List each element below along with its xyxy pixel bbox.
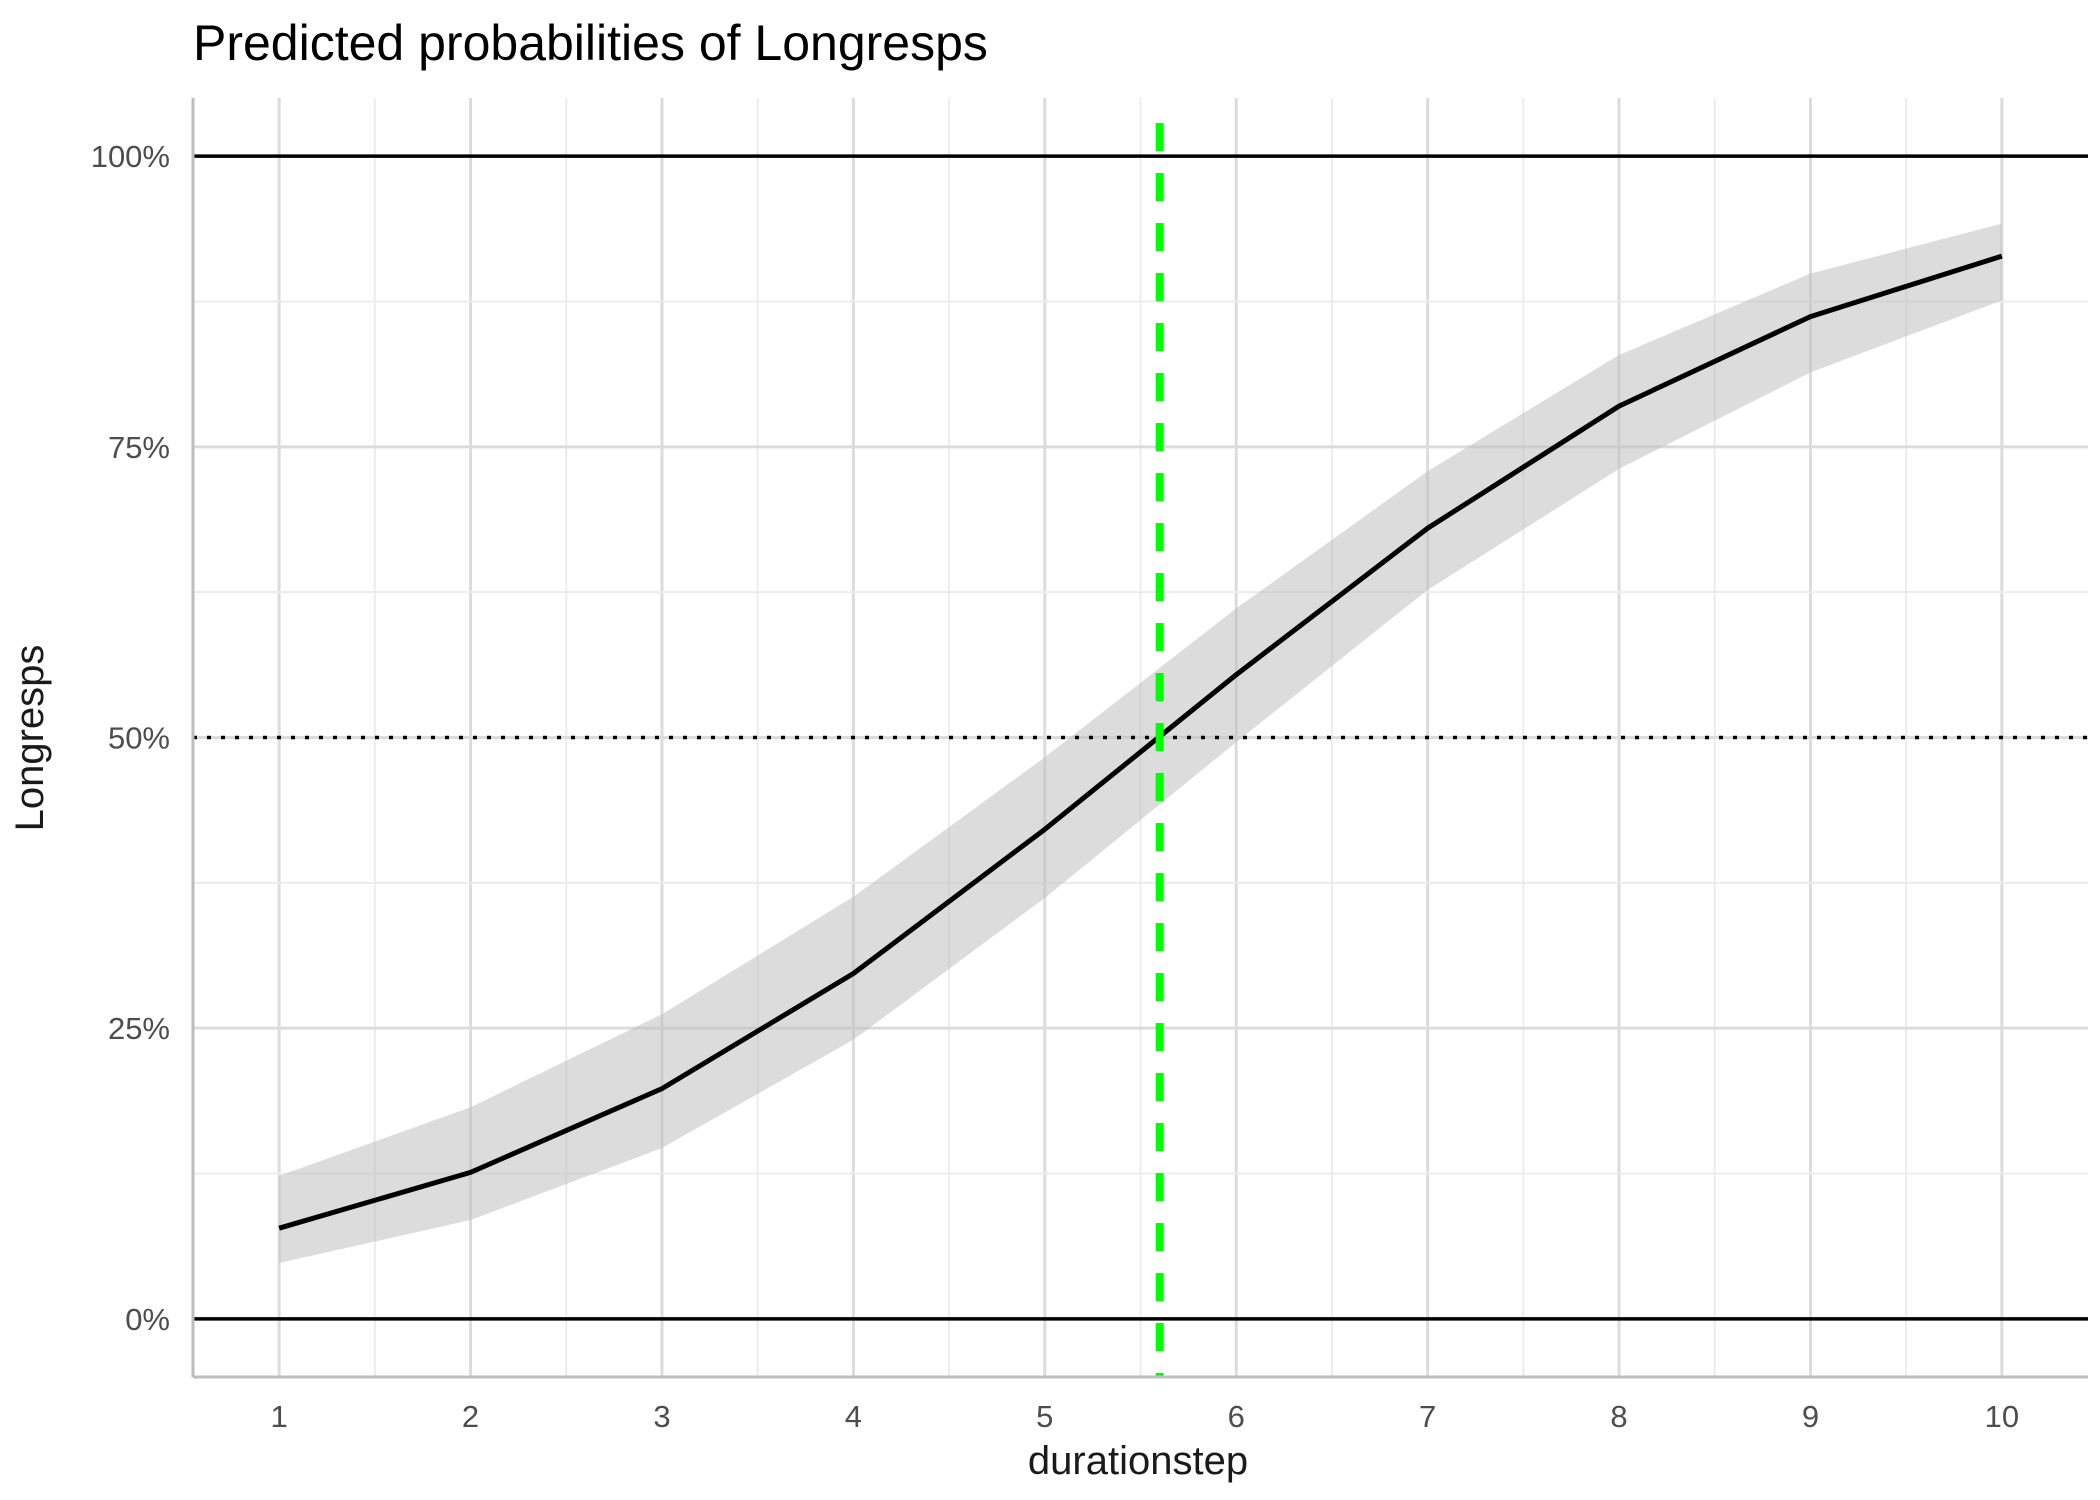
x-tick-label: 3 <box>653 1399 670 1434</box>
x-axis-title: durationstep <box>1028 1439 1248 1483</box>
y-tick-label: 75% <box>108 430 170 465</box>
y-tick-label: 0% <box>125 1302 170 1337</box>
y-axis-title: Longresps <box>8 645 52 832</box>
tick-labels: 1 2 3 4 5 6 7 8 9 100%25%50%75%100% <box>91 139 2019 1434</box>
series-line <box>278 253 2003 1231</box>
y-tick-label: 50% <box>108 721 170 756</box>
x-tick-label: 10 <box>1985 1399 2019 1434</box>
series-lines <box>278 253 2003 1231</box>
reference-lines <box>193 123 2088 1377</box>
x-tick-label: 5 <box>1036 1399 1053 1434</box>
x-tick-label: 4 <box>845 1399 862 1434</box>
axes <box>191 98 2088 1379</box>
x-tick-label: 2 <box>462 1399 479 1434</box>
confidence-band <box>279 223 2002 1264</box>
x-tick-label: 9 <box>1802 1399 1819 1434</box>
x-tick-label: 8 <box>1610 1399 1627 1434</box>
x-tick-label: 1 <box>271 1399 288 1434</box>
y-tick-label: 100% <box>91 139 170 174</box>
chart-title: Predicted probabilities of Longresps <box>193 15 988 71</box>
x-tick-label: 6 <box>1228 1399 1245 1434</box>
x-tick-label: 7 <box>1419 1399 1436 1434</box>
confidence-band-area <box>279 223 2002 1264</box>
y-tick-label: 25% <box>108 1011 170 1046</box>
